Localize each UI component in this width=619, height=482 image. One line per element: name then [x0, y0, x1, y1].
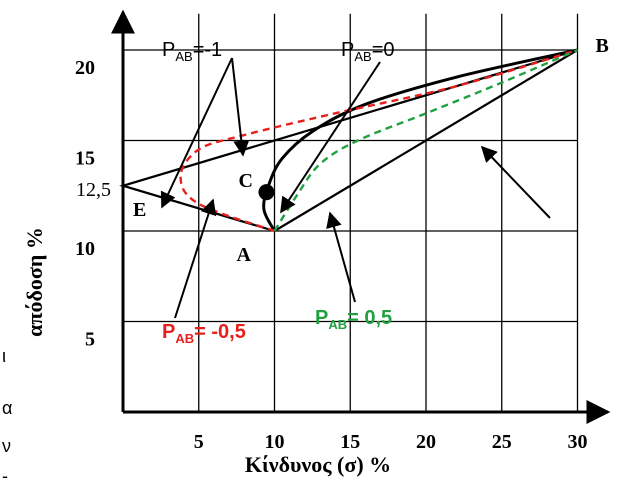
x-tick-label: 5: [194, 431, 204, 453]
y-tick-label: 10: [75, 238, 95, 260]
side-fragments: ι α ν -: [2, 346, 12, 482]
x-tick-label: 10: [265, 431, 285, 453]
y-tick-label: 5: [85, 329, 95, 351]
x-tick-label: 15: [340, 431, 360, 453]
annotation-pab-0: PAB=0: [341, 39, 395, 64]
y-tick-label: 20: [75, 57, 95, 79]
series-line-1: [273, 49, 579, 232]
arrow-pab-minus1-left: [160, 57, 233, 209]
point-b-label: B: [596, 35, 609, 57]
svg-text:-: -: [2, 466, 8, 482]
y-tick-label: 15: [75, 148, 95, 170]
svg-text:α: α: [2, 398, 12, 418]
x-tick-label: 30: [568, 431, 588, 453]
point-c-marker: [258, 184, 275, 201]
point-e-label: E: [133, 199, 146, 221]
annotation-pab-minus05: PAB= -0,5: [162, 321, 246, 346]
arrow-pab-0: [280, 61, 381, 214]
point-a-label: A: [237, 244, 252, 266]
svg-text:ι: ι: [2, 346, 6, 366]
x-axis-title: Κίνδυνος (σ) %: [245, 452, 391, 477]
grid-lines: [123, 13, 579, 412]
series-line-3: [179, 48, 578, 233]
arrow-pab-05: [326, 211, 356, 303]
annotation-pab-minus1: PAB=-1: [162, 39, 222, 64]
y-tick-label-extra: 12,5: [76, 179, 111, 201]
annotation-pab-05: PAB= 0,5: [315, 307, 392, 332]
svg-text:ν: ν: [2, 436, 11, 456]
axes: [111, 9, 611, 424]
tick-labels: 5 10 15 20 25 30 5 10 15 20 12,5: [75, 57, 588, 453]
y-axis-title: απόδοση %: [22, 227, 47, 337]
arrow-pab-minus1-right: [231, 57, 250, 157]
annotation-arrows: [160, 57, 551, 319]
point-c-label: C: [238, 170, 252, 192]
series-layer: [119, 48, 579, 233]
arrow-pab-1: [480, 145, 551, 219]
x-tick-label: 20: [416, 431, 436, 453]
series-line-0: [119, 48, 578, 233]
arrow-pab-minus05: [174, 198, 217, 319]
x-tick-label: 25: [492, 431, 512, 453]
series-line-2: [262, 48, 578, 232]
series-line-4: [273, 48, 578, 232]
